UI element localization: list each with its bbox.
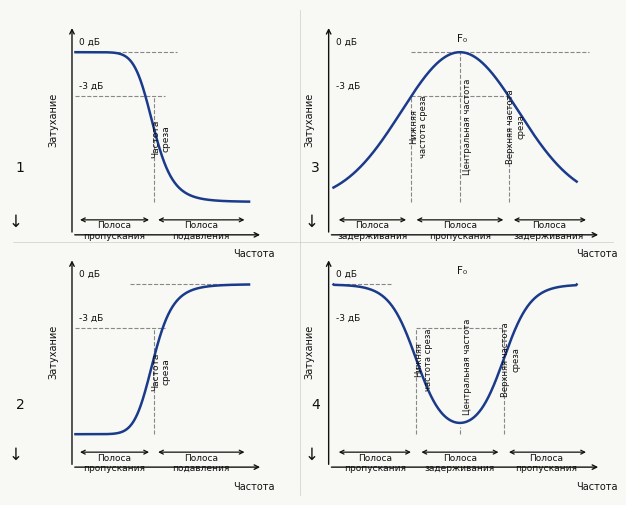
Text: Нижняя
частота среза: Нижняя частота среза (409, 96, 428, 158)
Text: 2: 2 (16, 398, 24, 412)
Text: Частота: Частота (576, 482, 617, 492)
Text: Полоса
задерживания: Полоса задерживания (337, 221, 408, 241)
Text: 1: 1 (16, 161, 24, 175)
Text: ↓: ↓ (304, 445, 318, 464)
Text: Частота: Частота (576, 249, 617, 260)
Text: ↓: ↓ (304, 213, 318, 231)
Text: F₀: F₀ (458, 266, 468, 276)
Text: Затухание: Затухание (48, 325, 58, 379)
Text: Затухание: Затухание (48, 92, 58, 146)
Text: Затухание: Затухание (305, 92, 315, 146)
Text: Центральная частота: Центральная частота (463, 319, 472, 415)
Text: Верхняя частота
среза: Верхняя частота среза (506, 90, 526, 164)
Text: Полоса
пропускания: Полоса пропускания (83, 221, 145, 241)
Text: ↓: ↓ (9, 445, 23, 464)
Text: F₀: F₀ (458, 34, 468, 44)
Text: ↓: ↓ (9, 213, 23, 231)
Text: Частота: Частота (233, 249, 274, 260)
Text: Полоса
пропускания: Полоса пропускания (515, 453, 577, 473)
Text: Полоса
пропускания: Полоса пропускания (429, 221, 491, 241)
Text: -3 дБ: -3 дБ (336, 314, 360, 323)
Text: 0 дБ: 0 дБ (79, 38, 100, 46)
Text: Полоса
задерживания: Полоса задерживания (425, 453, 495, 473)
Text: Частота: Частота (233, 482, 274, 492)
Text: Полоса
подавления: Полоса подавления (173, 453, 230, 473)
Text: Нижняя
частота среза: Нижняя частота среза (414, 328, 433, 390)
Text: Полоса
пропускания: Полоса пропускания (344, 453, 406, 473)
Text: -3 дБ: -3 дБ (336, 82, 360, 90)
Text: 3: 3 (311, 161, 320, 175)
Text: Полоса
подавления: Полоса подавления (173, 221, 230, 241)
Text: 0 дБ: 0 дБ (79, 270, 100, 279)
Text: Затухание: Затухание (305, 325, 315, 379)
Text: Верхняя частота
среза: Верхняя частота среза (501, 322, 521, 396)
Text: Частота
среза: Частота среза (151, 120, 170, 158)
Text: Частота
среза: Частота среза (151, 352, 170, 390)
Text: 4: 4 (311, 398, 320, 412)
Text: Полоса
пропускания: Полоса пропускания (83, 453, 145, 473)
Text: Полоса
задерживания: Полоса задерживания (513, 221, 584, 241)
Text: -3 дБ: -3 дБ (79, 82, 103, 90)
Text: Центральная частота: Центральная частота (463, 79, 472, 175)
Text: 0 дБ: 0 дБ (336, 270, 357, 279)
Text: 0 дБ: 0 дБ (336, 38, 357, 46)
Text: -3 дБ: -3 дБ (79, 314, 103, 323)
